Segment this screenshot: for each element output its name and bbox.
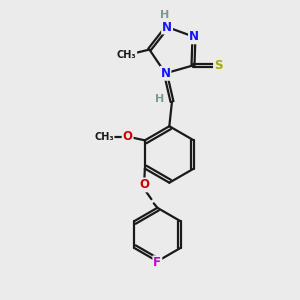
Text: O: O — [123, 130, 133, 143]
Text: H: H — [155, 94, 164, 104]
Text: O: O — [139, 178, 149, 191]
Text: CH₃: CH₃ — [94, 132, 114, 142]
Text: F: F — [153, 256, 161, 269]
Text: N: N — [162, 20, 172, 34]
Text: S: S — [214, 59, 223, 72]
Text: CH₃: CH₃ — [117, 50, 136, 60]
Text: N: N — [189, 30, 199, 43]
Text: H: H — [160, 10, 169, 20]
Text: N: N — [160, 67, 170, 80]
